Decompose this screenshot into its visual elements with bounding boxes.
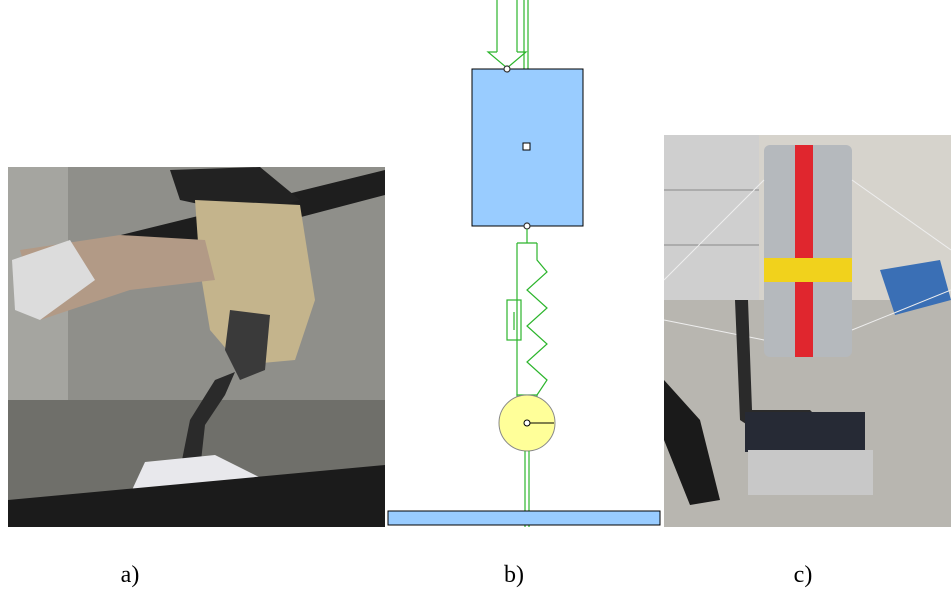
photo-c [664,135,951,527]
spring [527,243,547,395]
ground [388,511,660,525]
wheel-center [524,420,530,426]
force-plate [745,412,865,452]
joint [504,66,510,72]
model-diagram [388,0,660,527]
photo-a [8,167,385,527]
panel-label: b) [504,562,524,588]
red-tape [795,145,813,357]
center-of-mass [523,143,530,150]
page: a) b) c) (() => { const data = JSON.pars… [0,0,951,590]
joint [524,223,530,229]
cabinet [664,135,759,305]
yellow-tape [764,258,852,282]
panel-label: a) [121,562,140,588]
figure: a) b) c) [0,0,951,590]
panel-label: c) [794,562,813,588]
plate-base [748,450,873,495]
